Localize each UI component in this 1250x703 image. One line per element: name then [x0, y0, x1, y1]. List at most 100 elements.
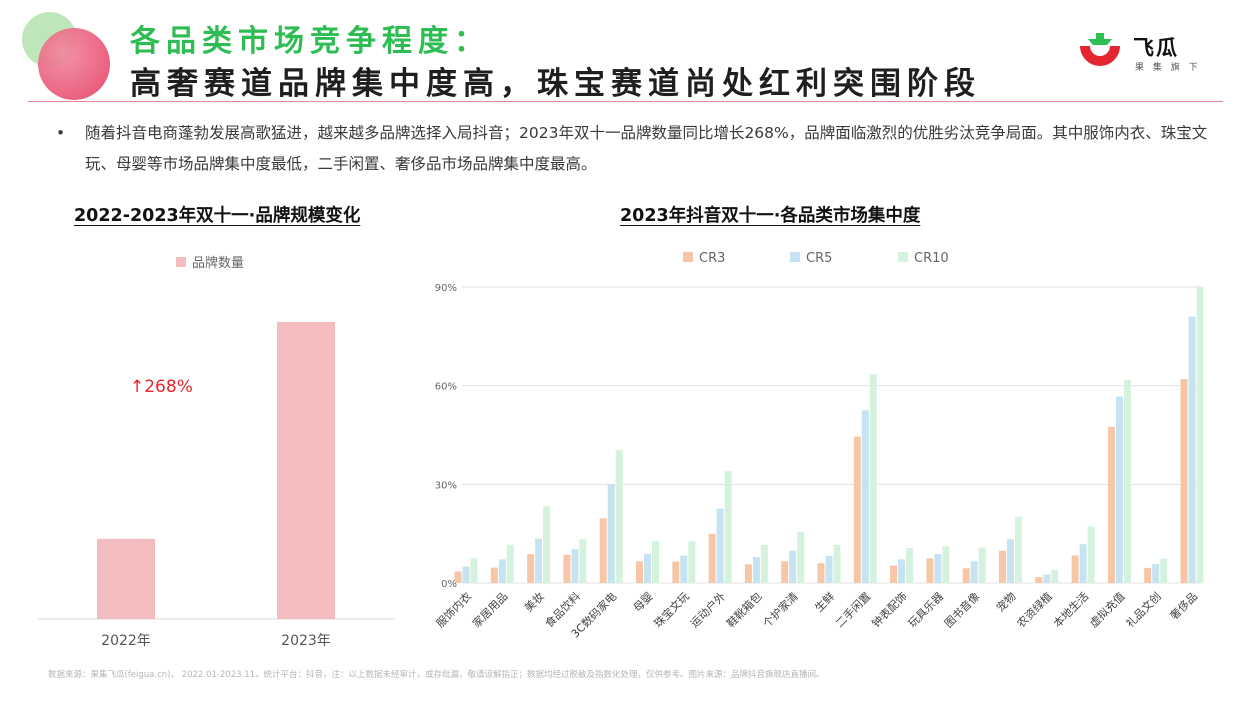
- right-x-tick-label: 生鲜: [812, 589, 837, 614]
- right-x-tick-label: 珠宝文玩: [651, 589, 692, 630]
- right-bar-cr5: [607, 484, 615, 583]
- right-y-tick-label: 30%: [435, 480, 457, 491]
- right-legend-swatch-cr3: [683, 252, 693, 262]
- right-bar-cr3: [1071, 555, 1079, 583]
- right-y-tick-label: 60%: [435, 382, 457, 393]
- right-x-tick-label: 鞋靴箱包: [724, 589, 765, 630]
- right-bar-cr10: [724, 471, 732, 583]
- right-bar-cr5: [970, 561, 978, 583]
- right-bar-cr10: [1015, 516, 1022, 583]
- right-x-tick-label: 美妆: [522, 590, 547, 615]
- right-x-tick-label: 运动户外: [687, 589, 728, 630]
- right-bar-cr10: [833, 544, 841, 583]
- right-bar-cr3: [599, 518, 607, 583]
- right-bar-cr3: [853, 436, 861, 583]
- right-bar-cr3: [636, 561, 643, 583]
- right-x-tick-label: 家居用品: [469, 589, 510, 630]
- decorative-circle-pink: [38, 28, 110, 100]
- right-bar-cr5: [535, 538, 543, 583]
- right-bar-cr10: [906, 548, 914, 583]
- right-x-tick-label: 礼品文创: [1123, 589, 1164, 630]
- right-x-tick-label: 本地生活: [1050, 589, 1091, 630]
- right-bar-cr5: [825, 555, 833, 583]
- right-x-tick-label: 农资绿植: [1014, 589, 1055, 630]
- right-bar-cr5: [934, 554, 942, 583]
- right-bar-cr3: [999, 550, 1006, 583]
- right-bar-cr10: [506, 544, 514, 583]
- right-bar-cr5: [752, 557, 760, 583]
- right-bar-cr3: [962, 568, 970, 583]
- right-bar-cr10: [470, 558, 478, 583]
- right-bar-cr5: [498, 559, 506, 583]
- right-bar-cr10: [615, 449, 623, 583]
- right-bar-cr10: [1160, 558, 1168, 583]
- right-x-tick-label: 虚拟充值: [1087, 589, 1128, 630]
- data-source-note: 数据来源：果集飞瓜(feigua.cn)， 2022.01-2023.11，统计…: [48, 670, 825, 680]
- right-bar-cr3: [563, 554, 571, 583]
- right-y-tick-label: 0%: [441, 579, 457, 590]
- left-chart-title: 2022-2023年双十一·品牌规模变化: [74, 206, 361, 226]
- right-x-tick-label: 服饰内衣: [433, 589, 474, 630]
- right-bar-cr5: [1079, 544, 1087, 583]
- left-bar-1: [97, 538, 155, 619]
- right-bar-cr5: [462, 566, 470, 583]
- logo-subtitle: 果 集 旗 下: [1135, 63, 1201, 73]
- right-x-tick-label: 钟表配饰: [869, 589, 910, 630]
- right-bar-cr5: [571, 549, 579, 583]
- right-x-tick-label: 母婴: [631, 590, 656, 615]
- logo-mark-icon: [1080, 33, 1120, 66]
- right-bar-cr5: [680, 555, 688, 583]
- right-bar-cr3: [744, 564, 752, 583]
- right-legend-swatch-cr10: [898, 252, 908, 262]
- right-bar-cr10: [942, 546, 950, 583]
- title-divider: [28, 101, 1223, 102]
- right-bar-cr3: [1107, 426, 1115, 583]
- right-bar-cr3: [817, 563, 825, 583]
- right-bar-cr5: [789, 550, 797, 583]
- growth-annotation: ↑268%: [130, 377, 193, 397]
- right-legend-label: CR3: [699, 251, 725, 266]
- right-y-tick-label: 90%: [435, 283, 457, 294]
- right-bar-cr3: [1035, 577, 1043, 583]
- right-bar-cr3: [1180, 379, 1188, 583]
- right-bar-cr10: [579, 539, 587, 583]
- right-legend-swatch-cr5: [790, 252, 800, 262]
- right-bar-cr5: [1043, 574, 1051, 583]
- summary-text: 随着抖音电商蓬勃发展高歌猛进，越来越多品牌选择入局抖音；2023年双十一品牌数量…: [85, 124, 1208, 173]
- right-bar-cr10: [760, 544, 768, 583]
- logo-name: 飞瓜: [1133, 36, 1179, 60]
- right-bar-cr5: [898, 559, 906, 583]
- right-bar-cr3: [672, 561, 680, 583]
- right-bar-cr3: [781, 561, 789, 583]
- right-bar-cr10: [1051, 569, 1059, 583]
- right-legend-label: CR5: [806, 251, 832, 266]
- right-bar-cr10: [869, 374, 877, 583]
- right-bar-cr10: [1196, 287, 1204, 583]
- right-bar-cr10: [1123, 380, 1131, 583]
- right-bar-cr3: [926, 558, 934, 583]
- right-bar-cr3: [454, 571, 462, 583]
- bullet-marker: •: [56, 124, 66, 142]
- right-bar-cr3: [890, 565, 898, 583]
- brand-logo: 飞瓜 果 集 旗 下: [1077, 30, 1217, 76]
- right-bar-cr5: [861, 410, 869, 583]
- right-bar-cr10: [1087, 526, 1095, 583]
- left-legend-swatch: [176, 257, 186, 267]
- right-bar-cr10: [543, 506, 551, 583]
- right-x-tick-label: 奢侈品: [1167, 589, 1200, 622]
- right-bar-cr10: [978, 547, 986, 583]
- right-bar-cr5: [1007, 539, 1014, 583]
- page-title-line1: 各品类市场竞争程度：: [130, 24, 490, 59]
- right-bar-cr5: [1188, 316, 1196, 583]
- left-x-tick-label: 2022年: [101, 633, 151, 649]
- left-bar-2: [277, 322, 335, 619]
- right-bar-cr3: [490, 567, 498, 583]
- right-bar-cr10: [688, 541, 696, 583]
- right-bar-cr5: [644, 554, 651, 583]
- right-bar-cr3: [708, 533, 716, 583]
- left-x-tick-label: 2023年: [281, 633, 331, 649]
- right-bar-cr3: [1144, 567, 1152, 583]
- page-title-line2: 高奢赛道品牌集中度高，珠宝赛道尚处红利突围阶段: [130, 66, 981, 102]
- right-bar-cr5: [1152, 563, 1160, 583]
- left-legend-label: 品牌数量: [192, 255, 244, 271]
